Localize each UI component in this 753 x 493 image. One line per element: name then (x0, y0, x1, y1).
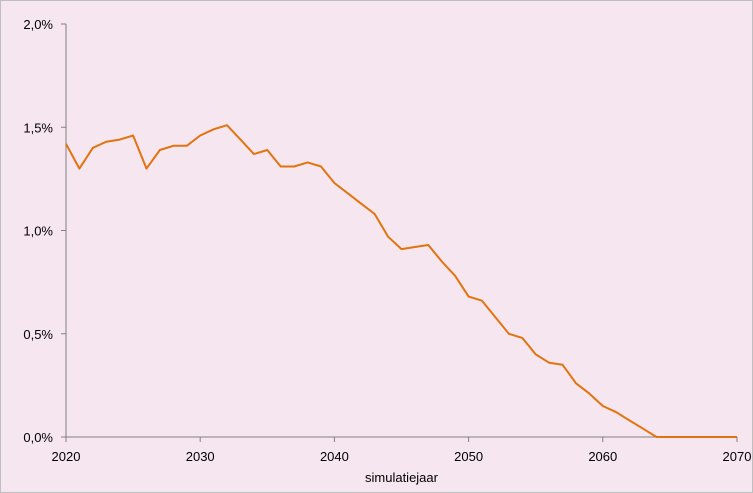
y-tick-label: 2,0% (23, 17, 53, 32)
x-tick-label: 2050 (454, 449, 483, 464)
x-tick-label: 2020 (52, 449, 81, 464)
x-tick-label: 2040 (320, 449, 349, 464)
y-tick-label: 0,5% (23, 327, 53, 342)
axes (65, 24, 737, 438)
series-lines (65, 124, 737, 438)
x-tick-label: 2070 (723, 449, 752, 464)
x-tick-label: 2060 (588, 449, 617, 464)
y-axis-ticks: 0,0% 0,5% 1,0% 1,5% 2,0% (23, 17, 66, 445)
series-line (65, 124, 737, 438)
x-tick-label: 2030 (186, 449, 215, 464)
y-tick-label: 0,0% (23, 430, 53, 445)
y-tick-label: 1,0% (23, 224, 53, 239)
y-tick-label: 1,5% (23, 120, 53, 135)
x-axis-ticks: 2020 2030 2040 2050 2060 2070 (52, 437, 752, 464)
x-axis-title: simulatiejaar (365, 470, 439, 485)
